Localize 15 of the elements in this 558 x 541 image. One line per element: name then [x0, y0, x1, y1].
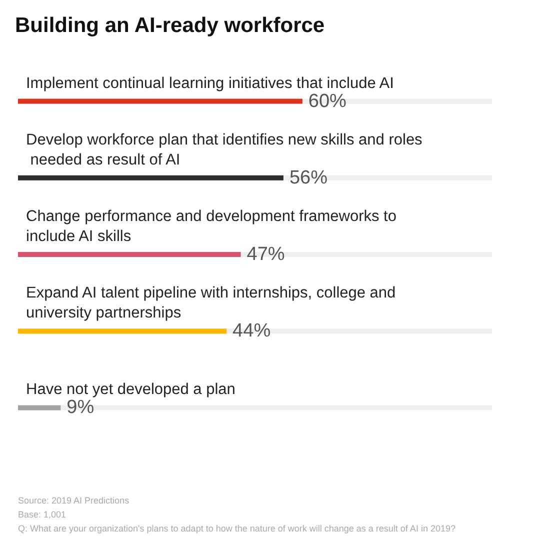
y-tick-label: Implement continual learning initiatives that include AI — [26, 74, 394, 92]
data-label: 47% — [246, 244, 285, 265]
text: Q: What are your organization's plans to adapt to how the nature of work will change as a result of AI in 2019? — [18, 524, 456, 534]
data-label: 44% — [232, 320, 271, 342]
chart-title: Building an AI-ready workforce — [15, 14, 325, 37]
y-tick-label: Change performance and development frameworks to include AI skills — [26, 208, 401, 245]
bar — [18, 405, 61, 410]
text: Base: 1,001 — [18, 510, 66, 520]
data-label: 60% — [308, 90, 347, 112]
data-label: 56% — [289, 167, 328, 188]
source-note: Source: 2019 AI Predictions — [18, 496, 130, 506]
y-tick-label: Expand AI talent pipeline with internships, college and university partnerships — [26, 284, 400, 322]
y-tick-label: Have not yet developed a plan — [26, 381, 236, 398]
y-tick-label: Develop workforce plan that identifies new skills and roles needed as result of AI — [26, 131, 423, 168]
data-label: 9% — [66, 397, 94, 418]
